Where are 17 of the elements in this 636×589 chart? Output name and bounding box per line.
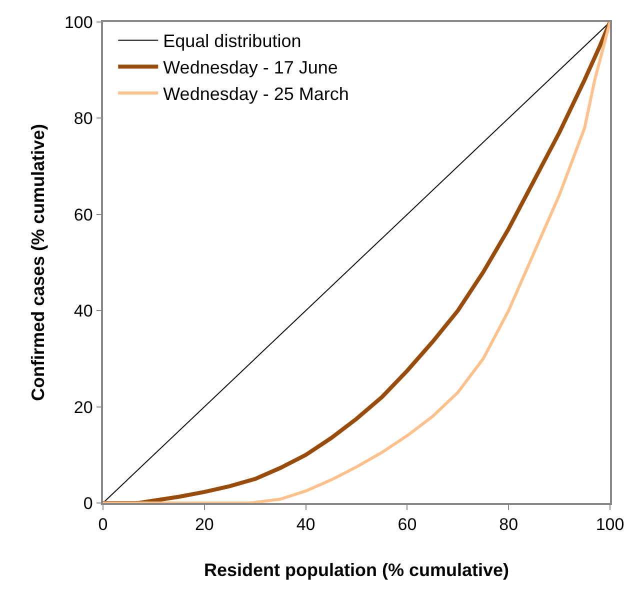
y-tick-label: 0 — [83, 494, 93, 513]
x-tick-label: 60 — [398, 515, 417, 534]
x-axis-title: Resident population (% cumulative) — [204, 560, 510, 580]
x-tick-label: 80 — [499, 515, 518, 534]
x-tick-label: 40 — [296, 515, 316, 534]
legend-label: Wednesday - 25 March — [163, 84, 349, 104]
legend-label: Equal distribution — [163, 31, 302, 52]
x-tick-label: 0 — [98, 515, 108, 534]
x-tick-label: 20 — [194, 515, 214, 534]
x-tick-label: 100 — [596, 515, 624, 534]
y-tick-label: 60 — [74, 205, 93, 224]
y-axis-title: Confirmed cases (% cumulative) — [28, 124, 48, 402]
y-tick-label: 100 — [64, 12, 93, 32]
y-tick-label: 40 — [74, 302, 93, 321]
legend-label: Wednesday - 17 June — [163, 58, 338, 78]
y-tick-label: 80 — [74, 109, 93, 128]
y-tick-label: 20 — [74, 398, 93, 417]
